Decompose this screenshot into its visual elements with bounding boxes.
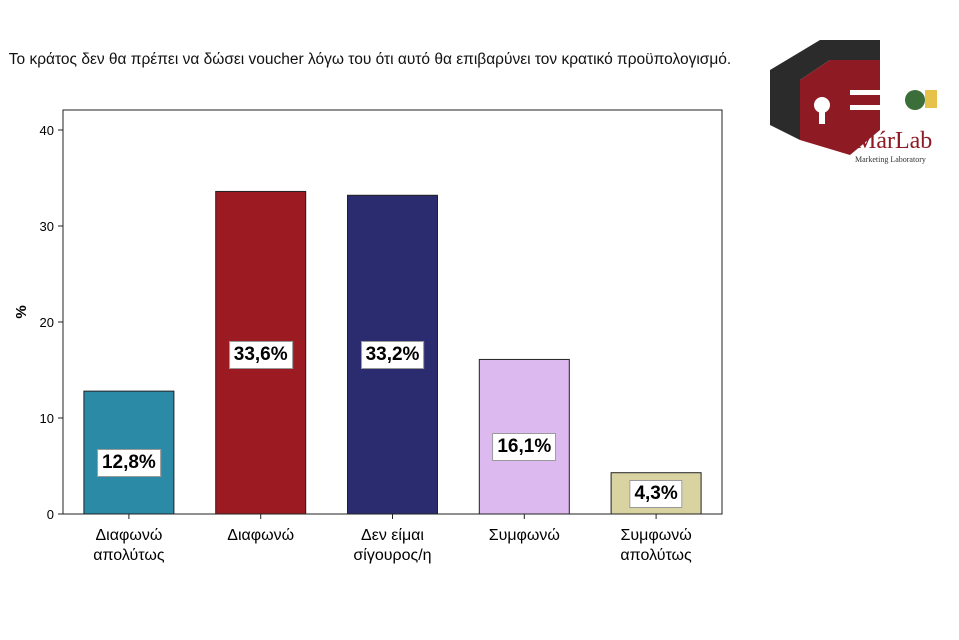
data-label: 4,3% (629, 480, 683, 509)
x-tick-label: απολύτως (93, 547, 165, 564)
x-tick-label: Διαφωνώ (95, 527, 162, 544)
data-label: 33,6% (228, 341, 293, 369)
x-tick-label: Συμφωνώ (489, 527, 560, 544)
x-tick-label: Συμφωνώ (620, 527, 691, 544)
logo-text: MárLab (855, 128, 932, 154)
data-label: 16,1% (492, 432, 557, 461)
logo-subtitle: Marketing Laboratory (855, 155, 926, 164)
y-tick-label: 10 (40, 411, 54, 426)
y-tick-label: 40 (40, 123, 54, 138)
chart-title: Το κράτος δεν θα πρέπει να δώσει voucher… (8, 51, 732, 68)
x-tick-label: απολύτως (620, 547, 692, 564)
y-tick-label: 0 (47, 507, 54, 522)
x-tick-label: Διαφωνώ (227, 527, 294, 544)
data-label: 33,2% (360, 341, 425, 369)
marlab-logo: MárLab Marketing Laboratory (760, 30, 959, 170)
y-tick-label: 20 (40, 315, 54, 330)
data-label: 12,8% (96, 448, 161, 477)
y-tick-label: 30 (40, 219, 54, 234)
x-tick-label: Δεν είμαι (361, 527, 424, 544)
x-tick-label: σίγουρος/η (353, 547, 431, 564)
y-axis-label: % (13, 305, 30, 318)
